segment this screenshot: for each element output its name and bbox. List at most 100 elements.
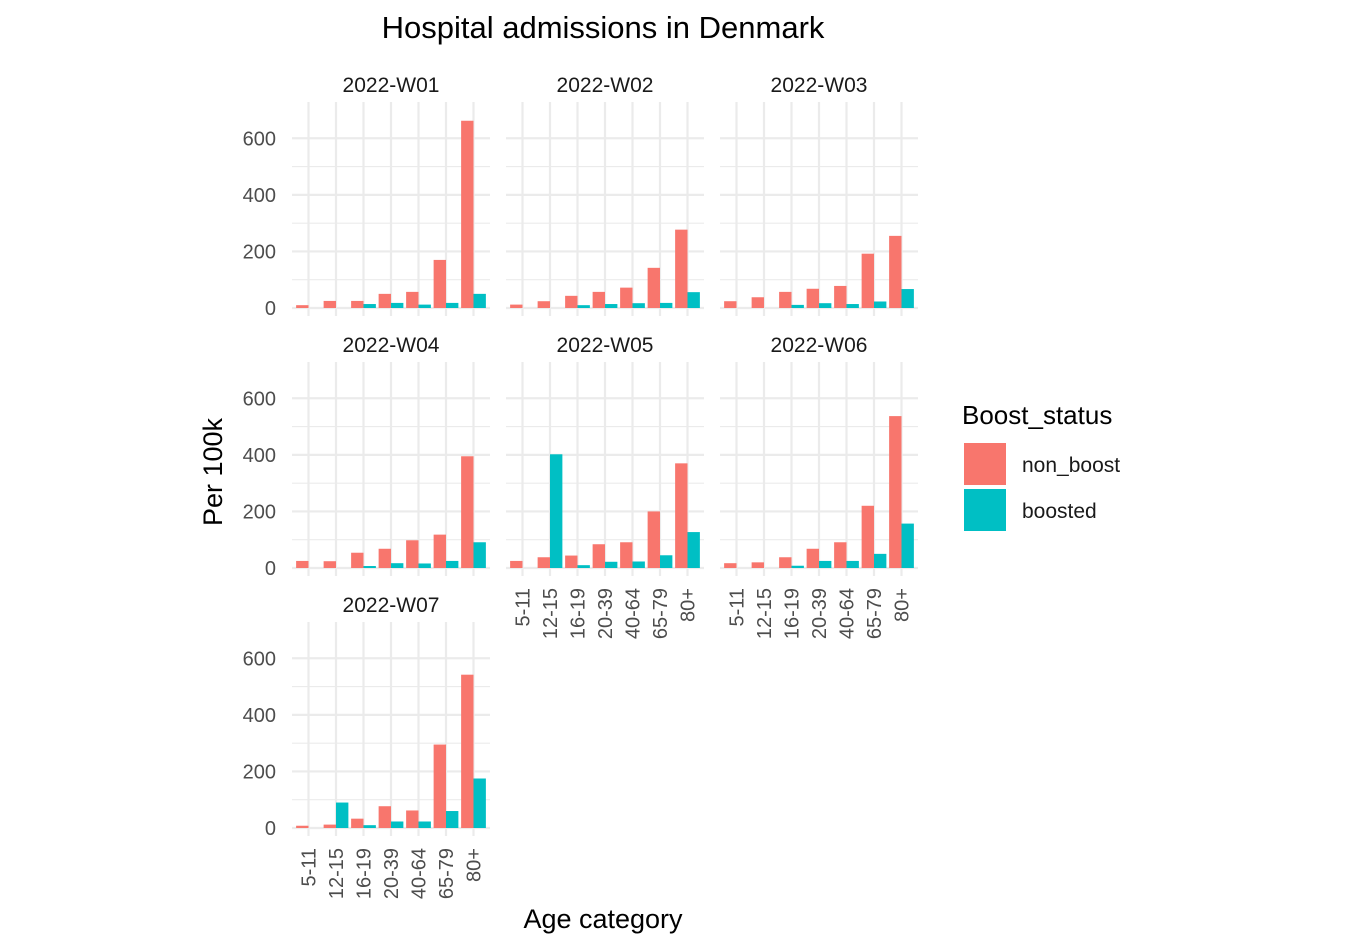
facet-panels: 2022-W01 0 200 400 600 2022-W02 2022-W03 2022-W… (243, 74, 918, 899)
bar-non-boost (461, 456, 474, 568)
bar-non-boost (510, 304, 523, 308)
bar-boosted (418, 563, 431, 568)
bar-non-boost (323, 561, 336, 568)
bar-non-boost (675, 463, 688, 568)
bar-non-boost (834, 285, 847, 308)
bar-non-boost (378, 293, 391, 308)
bar-boosted (791, 304, 804, 308)
bar-non-boost (296, 825, 309, 828)
bar-boosted (363, 825, 376, 828)
bar-boosted (363, 566, 376, 568)
bar-boosted (446, 302, 459, 308)
facet-panel: 2022-W01 0 200 400 600 (243, 74, 490, 320)
bar-boosted (605, 561, 618, 568)
bar-non-boost (620, 542, 633, 568)
bar-boosted (473, 293, 486, 308)
bar-boosted (874, 553, 887, 568)
bar-boosted (819, 560, 832, 568)
bar-non-boost (406, 810, 419, 828)
facet-strip-label: 2022-W01 (343, 74, 440, 97)
bar-non-boost (565, 295, 578, 308)
bar-non-boost (592, 544, 605, 568)
bar-non-boost (675, 229, 688, 308)
x-tick-label: 40-64 (837, 588, 859, 639)
legend-label-non-boost: non_boost (1022, 454, 1120, 477)
facet-panel: 2022-W02 (506, 74, 704, 316)
facet-strip-label: 2022-W02 (557, 74, 654, 97)
bar-non-boost (647, 511, 660, 568)
bar-non-boost (433, 744, 446, 828)
bar-non-boost (889, 235, 902, 308)
x-tick-label: 65-79 (864, 588, 886, 639)
bar-boosted (846, 560, 859, 568)
x-tick-label: 12-15 (754, 588, 776, 639)
x-tick-label: 12-15 (540, 588, 562, 639)
bar-non-boost (510, 560, 523, 568)
facet-strip-label: 2022-W03 (771, 74, 868, 97)
bar-non-boost (834, 542, 847, 568)
bar-non-boost (378, 806, 391, 828)
x-tick-label: 20-39 (809, 588, 831, 639)
bar-non-boost (779, 557, 792, 568)
bar-non-boost (724, 563, 737, 568)
bar-boosted (687, 292, 700, 308)
bar-non-boost (806, 288, 819, 308)
facet-panel: 2022-W05 5-11 12-15 16-19 20-39 40-64 65-79 80+ (506, 334, 704, 639)
y-tick-label: 400 (243, 185, 276, 207)
facet-strip-label: 2022-W05 (557, 334, 654, 357)
legend-swatch-non-boost (964, 443, 1006, 485)
bar-boosted (846, 304, 859, 308)
x-tick-label: 5-11 (513, 588, 535, 627)
y-tick-label: 0 (265, 298, 276, 320)
facet-strip-label: 2022-W04 (343, 334, 440, 357)
x-tick-label: 20-39 (595, 588, 617, 639)
bar-non-boost (406, 540, 419, 568)
bar-boosted (418, 821, 431, 828)
x-tick-label: 40-64 (409, 848, 431, 899)
bar-boosted (577, 565, 590, 568)
bar-boosted (660, 555, 673, 568)
bar-non-boost (378, 548, 391, 568)
bar-non-boost (323, 300, 336, 308)
x-axis-title: Age category (523, 904, 683, 934)
x-tick-label: 5-11 (299, 848, 321, 887)
bar-non-boost (351, 818, 364, 828)
bar-boosted (632, 303, 645, 308)
bar-boosted (550, 454, 563, 568)
y-tick-label: 200 (243, 761, 276, 783)
bar-boosted (446, 560, 459, 568)
bar-boosted (363, 304, 376, 308)
y-tick-label: 600 (243, 648, 276, 670)
facet-strip-label: 2022-W06 (771, 334, 868, 357)
bar-non-boost (620, 287, 633, 308)
bar-non-boost (461, 120, 474, 309)
bar-boosted (819, 303, 832, 308)
bar-non-boost (724, 301, 737, 308)
legend-title: Boost_status (962, 400, 1112, 430)
bar-boosted (687, 532, 700, 568)
facet-strip-label: 2022-W07 (343, 594, 440, 617)
y-axis-title: Per 100k (198, 417, 228, 526)
bar-non-boost (296, 560, 309, 568)
bar-non-boost (751, 562, 764, 568)
y-tick-label: 600 (243, 388, 276, 410)
facet-panel: 2022-W07 0 200 400 600 5-11 12-15 16-19 20-39 40-… (243, 594, 490, 899)
y-tick-label: 0 (265, 818, 276, 840)
bar-boosted (391, 302, 404, 308)
bar-boosted (418, 304, 431, 308)
bar-boosted (391, 563, 404, 568)
bar-boosted (791, 565, 804, 568)
legend-swatch-boosted (964, 489, 1006, 531)
bar-non-boost (592, 291, 605, 308)
bar-non-boost (779, 291, 792, 308)
bar-non-boost (889, 416, 902, 568)
facet-panel: 2022-W04 0 200 400 600 (243, 334, 490, 580)
legend: Boost_status non_boost boosted (962, 400, 1120, 531)
legend-label-boosted: boosted (1022, 500, 1097, 523)
bar-non-boost (296, 305, 309, 308)
y-tick-label: 400 (243, 445, 276, 467)
bar-boosted (391, 821, 404, 828)
bar-non-boost (861, 253, 874, 308)
bar-boosted (874, 301, 887, 308)
